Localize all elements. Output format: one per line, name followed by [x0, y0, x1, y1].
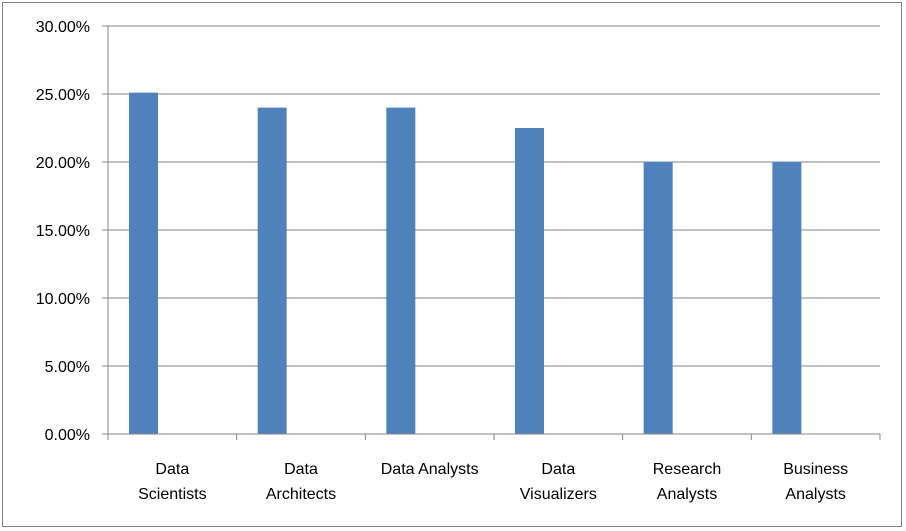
x-tick-label-line: Data	[541, 461, 575, 478]
bar	[257, 107, 287, 434]
x-tick-label: Data Visualizers	[520, 461, 597, 503]
y-tick-label: 0.00%	[45, 427, 90, 444]
y-tick-label: 25.00%	[36, 87, 90, 104]
axes	[102, 25, 881, 440]
y-tick-label: 30.00%	[36, 19, 90, 36]
x-tick-label: Business Analysts	[783, 461, 848, 503]
y-tick-label: 10.00%	[36, 291, 90, 308]
x-tick-label: Data Analysts	[381, 461, 479, 478]
y-tick-label: 20.00%	[36, 155, 90, 172]
x-tick-label-line: Research	[653, 461, 721, 478]
bars	[129, 92, 802, 434]
bar	[515, 128, 544, 434]
x-tick-label-line: Visualizers	[520, 486, 597, 503]
labels: 0.00% 5.00% 10.00% 15.00% 20.00% 25.00% 30.00%…	[36, 19, 848, 503]
x-tick-label: Data Scientists	[138, 461, 206, 503]
x-tick-label-line: Analysts	[785, 486, 845, 503]
x-tick-label-line: Business	[783, 461, 848, 478]
bar	[386, 107, 416, 434]
x-tick-label: Research Analysts	[653, 461, 721, 503]
x-tick-label: Data Architects	[266, 461, 336, 503]
y-tick-label: 5.00%	[45, 359, 90, 376]
bar	[129, 92, 158, 434]
x-tick-label-line: Data	[155, 461, 189, 478]
x-tick-label-line: Scientists	[138, 486, 206, 503]
x-tick-label-line: Data	[284, 461, 318, 478]
bar	[772, 162, 802, 434]
bar	[643, 162, 673, 434]
x-tick-label-line: Data Analysts	[381, 461, 479, 478]
x-tick-label-line: Analysts	[657, 486, 717, 503]
y-tick-label: 15.00%	[36, 223, 90, 240]
gridlines	[108, 25, 880, 367]
x-tick-label-line: Architects	[266, 486, 336, 503]
